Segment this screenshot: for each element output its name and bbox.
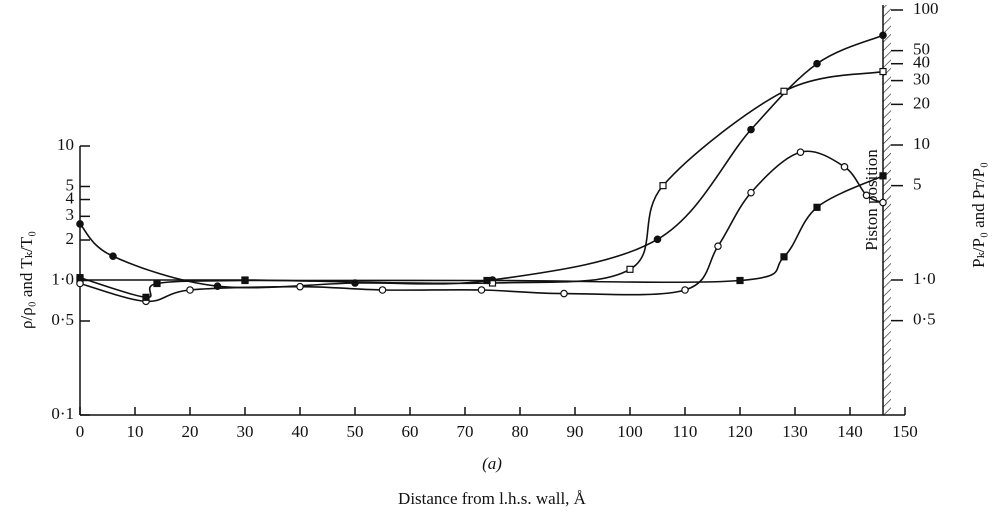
annotation: (a) [482, 454, 502, 473]
x-tick-label: 90 [567, 422, 584, 441]
x-tick-label: 20 [182, 422, 199, 441]
y2-tick-label: 10 [913, 134, 930, 153]
x-tick-label: 60 [402, 422, 419, 441]
x-tick-label: 150 [892, 422, 918, 441]
y2-tick-label: 30 [913, 69, 930, 88]
piston-wall [883, 5, 891, 415]
series-line [79, 34, 884, 289]
y-tick-label: 3 [66, 205, 75, 224]
y-tick-label: 0·5 [51, 310, 74, 329]
point [378, 286, 387, 294]
point [879, 198, 887, 207]
point [76, 220, 84, 228]
point [76, 274, 84, 282]
y2-tick-label: 1·0 [913, 269, 936, 288]
point [736, 276, 744, 285]
point [76, 279, 84, 288]
point [483, 276, 491, 285]
point [626, 265, 634, 273]
point [142, 293, 150, 301]
y-tick-label: 2 [66, 229, 75, 248]
point [879, 172, 887, 180]
x-tick-label: 80 [512, 422, 529, 441]
x-tick-label: 130 [782, 422, 808, 441]
x-tick-label: 50 [347, 422, 364, 441]
y-axis-label: ρ/ρ₀ and Tₖ/T₀ [17, 231, 36, 329]
point [659, 182, 667, 190]
y-tick-label: 4 [66, 188, 75, 207]
y2-tick-label: 0·5 [913, 310, 936, 329]
y2-tick-label: 100 [913, 0, 939, 18]
point [241, 276, 249, 285]
y2-tick-label: 50 [913, 40, 930, 59]
x-tick-label: 30 [237, 422, 254, 441]
point [109, 252, 117, 261]
point [840, 163, 849, 171]
point [796, 148, 805, 156]
point [879, 31, 887, 40]
point [879, 67, 887, 76]
y-tick-label: 5 [66, 175, 75, 194]
x-tick-label: 40 [292, 422, 309, 441]
point [153, 279, 161, 288]
x-tick-label: 110 [673, 422, 698, 441]
point [714, 242, 722, 250]
x-tick-label: 0 [76, 422, 85, 441]
point [296, 282, 304, 291]
point [813, 203, 821, 211]
point [681, 286, 689, 294]
x-axis-label: Distance from l.h.s. wall, Å [398, 489, 587, 508]
x-tick-label: 140 [837, 422, 863, 441]
piston-label: Piston position [862, 149, 881, 251]
point [747, 188, 755, 197]
y-tick-label: 0·1 [51, 404, 74, 423]
y-tick-label: 1·0 [51, 269, 74, 288]
x-tick-label: 120 [727, 422, 753, 441]
series-line [79, 150, 884, 303]
series-line [79, 175, 884, 299]
point [813, 59, 821, 68]
x-tick-label: 10 [127, 422, 144, 441]
point [747, 125, 755, 134]
point [477, 286, 486, 294]
point [653, 235, 662, 244]
y2-axis-label: Pₖ/P₀ and Pᴛ/P₀ [969, 162, 988, 268]
point [780, 253, 788, 261]
point [780, 87, 788, 95]
y-tick-label: 10 [57, 135, 74, 154]
point [862, 191, 871, 200]
y2-tick-label: 40 [913, 53, 930, 72]
x-tick-label: 100 [617, 422, 643, 441]
x-tick-label: 70 [457, 422, 474, 441]
point [560, 289, 568, 298]
series-line [79, 70, 884, 285]
y2-tick-label: 5 [913, 175, 922, 194]
y2-tick-label: 20 [913, 93, 930, 112]
point [186, 286, 194, 294]
